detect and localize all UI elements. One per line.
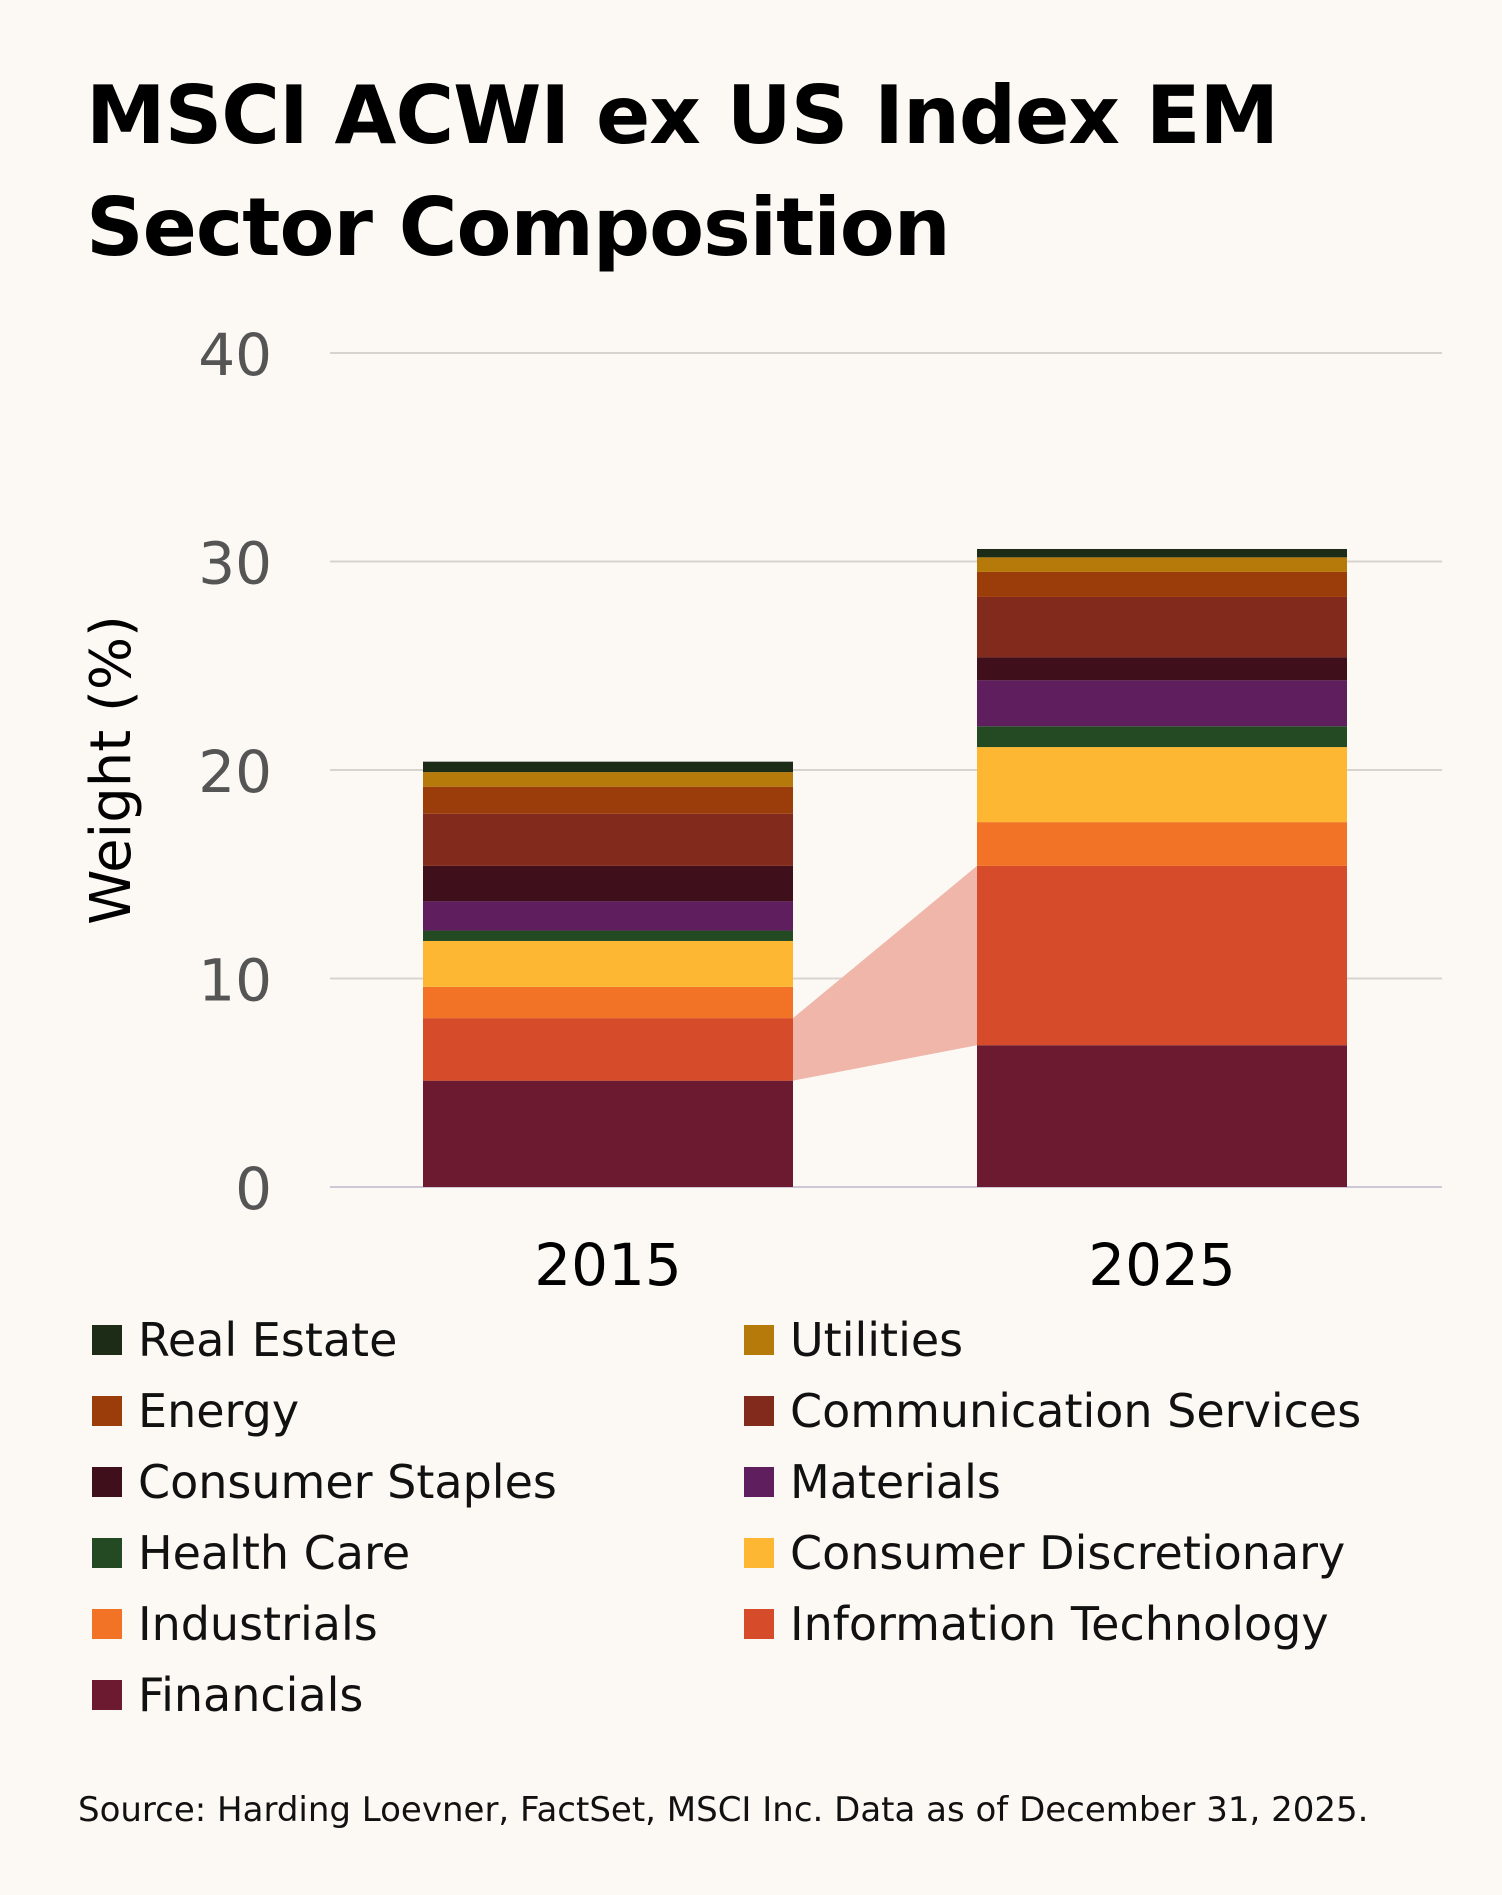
bar-segment-real-estate-2015	[423, 761, 793, 773]
bar-segment-communication-services-2015	[423, 813, 793, 866]
x-tick-label: 2015	[534, 1231, 682, 1299]
y-tick-label: 0	[235, 1155, 272, 1223]
legend-swatch	[92, 1467, 122, 1497]
bar-segment-real-estate-2025	[977, 548, 1347, 558]
bar-segment-financials-2025	[977, 1045, 1347, 1187]
bar-segment-materials-2025	[977, 680, 1347, 727]
bar-segment-health-care-2015	[423, 930, 793, 941]
legend-swatch	[92, 1325, 122, 1355]
legend-item: Utilities	[744, 1310, 963, 1370]
title-line-2: Sector Composition	[86, 181, 951, 274]
legend-swatch	[744, 1538, 774, 1568]
bar-segment-energy-2015	[423, 786, 793, 814]
legend-label: Consumer Staples	[138, 1455, 557, 1509]
legend-item: Industrials	[92, 1594, 378, 1654]
legend-item: Financials	[92, 1665, 363, 1725]
bar-segment-consumer-staples-2025	[977, 657, 1347, 681]
legend-item: Health Care	[92, 1523, 410, 1583]
bar-segment-energy-2025	[977, 571, 1347, 597]
stacked-bar-chart: 0 10 20 30 40 Weight (%) 2015 2025	[79, 321, 1442, 1299]
legend-label: Industrials	[138, 1597, 378, 1651]
legend-item: Energy	[92, 1381, 299, 1441]
y-axis-label: Weight (%)	[79, 615, 144, 925]
bar-segment-health-care-2025	[977, 726, 1347, 748]
legend-swatch	[92, 1680, 122, 1710]
highlight-connector	[793, 865, 977, 1081]
legend-label: Materials	[790, 1455, 1001, 1509]
legend-label: Communication Services	[790, 1384, 1362, 1438]
bar-segment-consumer-discretionary-2025	[977, 747, 1347, 823]
legend-item: Consumer Staples	[92, 1452, 557, 1512]
bar-segment-materials-2015	[423, 901, 793, 931]
legend-swatch	[92, 1609, 122, 1639]
bar-segment-utilities-2015	[423, 772, 793, 787]
legend-item: Communication Services	[744, 1381, 1361, 1441]
legend-label: Consumer Discretionary	[790, 1526, 1346, 1580]
legend-item: Consumer Discretionary	[744, 1523, 1345, 1583]
legend-item: Real Estate	[92, 1310, 397, 1370]
bar-segment-information-technology-2025	[977, 865, 1347, 1046]
bar-segment-industrials-2025	[977, 822, 1347, 866]
bar-segment-utilities-2025	[977, 557, 1347, 572]
legend-label: Utilities	[790, 1313, 964, 1367]
legend-swatch	[744, 1467, 774, 1497]
legend-swatch	[744, 1396, 774, 1426]
legend-label: Information Technology	[790, 1597, 1329, 1651]
legend-label: Energy	[138, 1384, 300, 1438]
source-note: Source: Harding Loevner, FactSet, MSCI I…	[78, 1790, 1369, 1830]
y-tick-label: 40	[198, 321, 272, 389]
y-tick-label: 30	[198, 530, 272, 598]
legend-label: Health Care	[138, 1526, 411, 1580]
legend-label: Financials	[138, 1668, 364, 1722]
bar-segment-information-technology-2015	[423, 1018, 793, 1081]
legend-swatch	[92, 1396, 122, 1426]
bar-segment-industrials-2015	[423, 986, 793, 1019]
x-tick-label: 2025	[1088, 1231, 1236, 1299]
bar-segment-communication-services-2025	[977, 596, 1347, 658]
legend-label: Real Estate	[138, 1313, 398, 1367]
legend-swatch	[744, 1325, 774, 1355]
y-tick-label: 20	[198, 738, 272, 806]
legend-item: Information Technology	[744, 1594, 1329, 1654]
legend-item: Materials	[744, 1452, 1001, 1512]
legend-swatch	[744, 1609, 774, 1639]
bar-segment-consumer-discretionary-2015	[423, 940, 793, 987]
title-line-1: MSCI ACWI ex US Index EM	[86, 69, 1279, 162]
legend-swatch	[92, 1538, 122, 1568]
bar-segment-financials-2015	[423, 1080, 793, 1187]
chart-title: MSCI ACWI ex US Index EM Sector Composit…	[86, 60, 1386, 284]
bar-segment-consumer-staples-2015	[423, 865, 793, 902]
y-tick-label: 10	[198, 947, 272, 1015]
